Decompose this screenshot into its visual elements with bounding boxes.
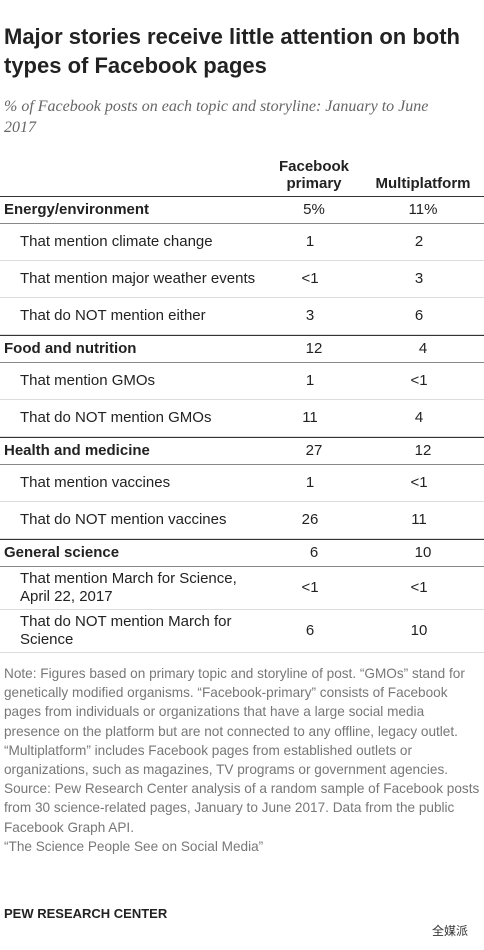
section-name: Energy/environment [4,201,150,218]
row-label: That mention GMOs [20,372,156,389]
cell: 6 [414,307,424,324]
cell: <1 [410,372,428,389]
table: Facebook primary Multiplatform Energy/en… [0,152,484,653]
watermark: 全媒派 [431,924,468,938]
section-name: Health and medicine [4,442,150,459]
cell: 6 [309,544,319,561]
cell: 3 [305,307,315,324]
row-label: That mention March for Science, April 22… [20,570,237,605]
sub-row: That mention vaccines 1 <1 [0,465,484,502]
source: Source: Pew Research Center analysis of … [4,781,480,835]
section-name: General science [4,544,120,561]
cell: <1 [410,474,428,491]
cell: <1 [410,579,428,596]
sub-row: That do NOT mention vaccines 26 11 [0,502,484,539]
cell: 26 [301,511,319,528]
row-label: That mention major weather events [20,270,256,287]
cell: 6 [305,622,315,639]
row-label: That do NOT mention either [20,307,206,324]
section-row: Food and nutrition 12 4 [0,335,484,363]
subtitle: % of Facebook posts on each topic and st… [4,98,429,136]
cell: 11 [411,511,427,528]
sub-row: That mention GMOs 1 <1 [0,363,484,400]
cell: 1 [305,474,315,491]
cell: <1 [301,270,319,287]
row-label: That do NOT mention vaccines [20,511,227,528]
cell: 11 [302,409,318,426]
notes: Note: Figures based on primary topic and… [4,664,480,856]
cell: 12 [414,442,432,459]
cell: 1 [305,372,315,389]
row-label: That do NOT mention GMOs [20,409,212,426]
credit: PEW RESEARCH CENTER [4,906,168,921]
section-row: Health and medicine 27 12 [0,437,484,465]
title: Major stories receive little attention o… [4,24,460,78]
cell: 4 [418,340,428,357]
cell: 12 [305,340,323,357]
note: Note: Figures based on primary topic and… [4,666,465,778]
column-header: Multiplatform [375,175,471,192]
cell: 27 [305,442,323,459]
cell: 2 [414,233,424,250]
cell: 1 [305,233,315,250]
row-label: That do NOT mention March for Science [20,613,232,648]
table-header: Facebook primary Multiplatform [0,152,484,196]
column-header: Facebook primary [278,158,350,192]
section-row: Energy/environment 5% 11% [0,196,484,224]
sub-row: That do NOT mention GMOs 11 4 [0,400,484,437]
sub-row: That mention climate change 1 2 [0,224,484,261]
sub-row: That mention major weather events <1 3 [0,261,484,298]
cell: 10 [410,622,428,639]
sub-row: That do NOT mention March for Science 6 10 [0,610,484,653]
cell: 4 [414,409,424,426]
cell: <1 [301,579,319,596]
cell: 11% [408,201,438,218]
section-name: Food and nutrition [4,340,137,357]
row-label: That mention climate change [20,233,213,250]
cell: 10 [414,544,432,561]
sub-row: That mention March for Science, April 22… [0,567,484,610]
sub-row: That do NOT mention either 3 6 [0,298,484,335]
section-row: General science 6 10 [0,539,484,567]
report: “The Science People See on Social Media” [4,838,264,854]
row-label: That mention vaccines [20,474,171,491]
cell: 3 [414,270,424,287]
cell: 5% [303,201,325,218]
